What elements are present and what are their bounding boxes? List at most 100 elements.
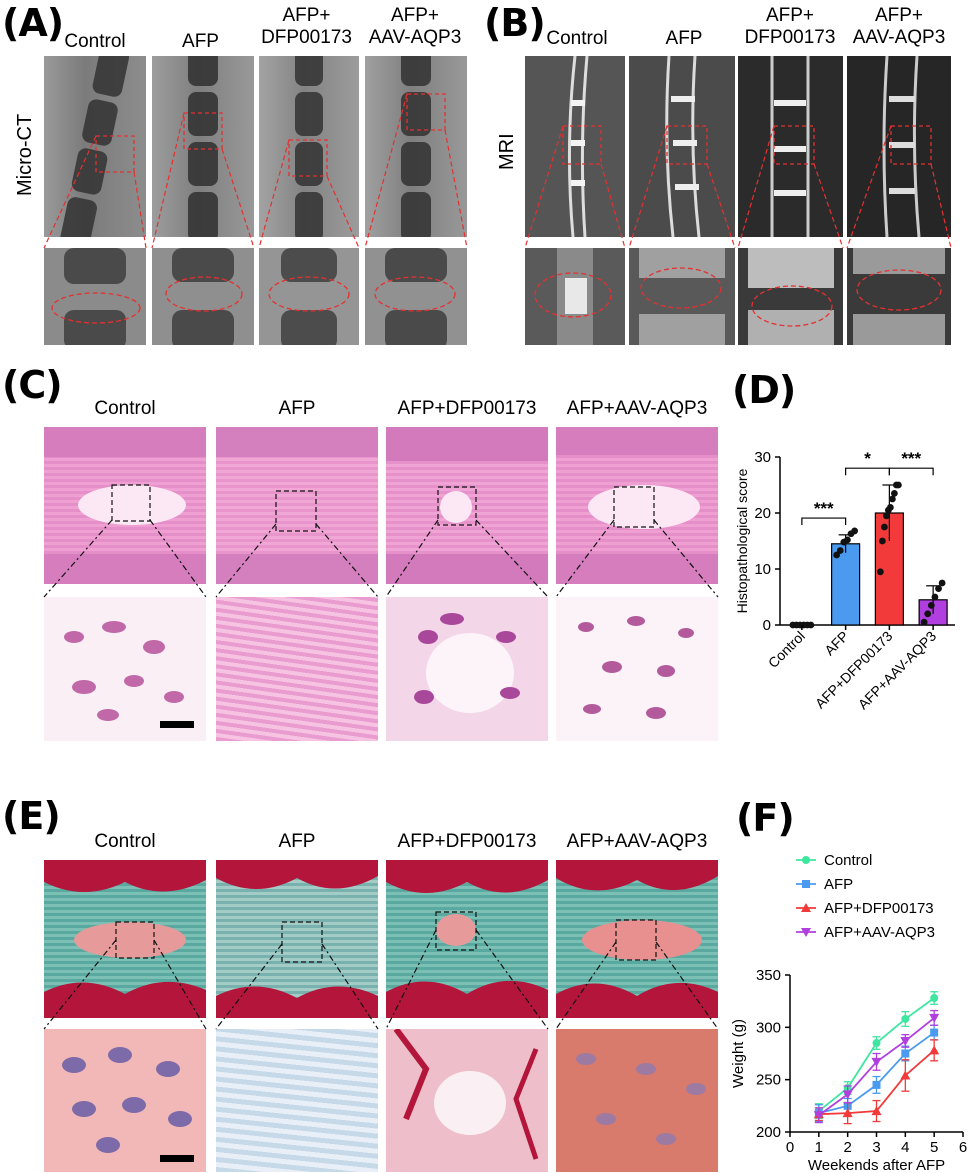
panel-b-col-afp-aav: AFP+ AAV-AQP3 [852,5,946,48]
panel-c-col-afp-aav: AFP+AAV-AQP3 [566,398,708,419]
y-tick-label: 0 [763,617,771,634]
significance-label: *** [814,499,834,518]
data-point [844,536,851,544]
data-point [888,495,896,503]
legend-label: AFP+AAV-AQP3 [824,924,935,941]
data-point [802,880,810,888]
panel-letter-e: (E) [2,794,61,838]
y-tick-label: 350 [756,967,781,984]
data-point [802,856,810,864]
panel-letter-b: (B) [484,1,546,45]
legend-entry: Control [796,852,872,869]
x-tick-label: AFP [821,628,852,659]
data-point [931,593,939,601]
significance-label: * [864,449,871,468]
panel-e-col-afp-aav: AFP+AAV-AQP3 [566,831,708,852]
panel-c-col-afp-dfp: AFP+DFP00173 [397,398,537,419]
y-tick-label: 250 [756,1072,781,1089]
panel-b-col-control: Control [546,28,608,49]
legend-entry: AFP+AAV-AQP3 [796,924,935,941]
legend-entry: AFP+DFP00173 [796,900,934,917]
mri-control-zoom [525,248,625,345]
x-tick-label: 6 [959,1139,967,1156]
microct-control-zoom [44,248,146,345]
data-point [927,602,935,609]
safranin-afp-zoom [216,1029,378,1172]
panel-a-col-afp-dfp: AFP+ DFP00173 [261,5,352,48]
bracket-line [845,467,890,476]
bracket-line [888,467,934,476]
data-point [801,903,811,912]
x-axis-label: Weekends after AFP [808,1157,945,1173]
data-point [938,579,946,587]
data-point [876,568,884,576]
data-point [924,610,932,618]
mri-afp-zoom [629,248,735,345]
mri-afp-aav-image [847,56,951,237]
panel-letter-f: (F) [736,796,795,840]
mri-afp-image [629,56,735,237]
y-tick-label: 300 [756,1019,781,1036]
he-afp-aav-zoom [556,597,718,741]
panel-a-col-control: Control [64,31,126,52]
panel-b-col-afp-dfp: AFP+ DFP00173 [744,5,836,48]
y-tick-label: 10 [754,561,771,578]
safranin-afp-dfp-image [386,860,548,1018]
panel-a-col-afp-aav: AFP+ AAV-AQP3 [368,5,462,48]
data-point [872,1039,881,1048]
data-point [930,994,939,1003]
significance-bracket: * [845,449,890,476]
he-afp-dfp-zoom [386,597,548,741]
data-point [807,621,815,629]
mri-afp-aav-zoom [847,248,951,345]
weight-line-chart: 200 250 300 350 0 1 2 3 4 5 6 Weekends after AFP Wei… [730,852,967,1173]
y-axis-label: Histopathological score [734,468,750,613]
mri-afp-dfp-image [738,56,843,237]
data-point [901,1014,910,1023]
panel-letter-a: (A) [2,1,64,45]
x-tick-label: 0 [786,1139,794,1156]
data-point [842,1108,853,1118]
y-tick-label: 20 [754,505,771,522]
panel-letter-d: (D) [732,368,796,412]
data-point [901,1049,910,1058]
data-point [871,1106,882,1116]
y-tick-label: 200 [756,1124,781,1141]
legend-entry: AFP [796,876,853,893]
safranin-afp-dfp-zoom [386,1029,548,1172]
safranin-afp-aav-zoom [556,1029,718,1172]
he-afp-aav-image [556,427,718,584]
panel-c-col-afp: AFP [278,398,316,419]
significance-bracket: *** [888,449,934,476]
data-point [894,481,902,489]
x-tick-label: 4 [901,1139,909,1156]
x-tick-label: 3 [872,1139,880,1156]
x-tick-label: Control [765,628,808,671]
scale-bar [160,721,194,728]
data-point [878,537,886,545]
x-tick-label: 5 [930,1139,938,1156]
data-point [872,1080,881,1089]
data-point [882,512,890,520]
data-point [935,585,942,592]
series-3 [813,1009,940,1124]
significance-label: *** [901,449,921,468]
microct-afp-dfp-image [259,56,359,237]
data-point [900,1070,911,1080]
mri-afp-dfp-zoom [738,248,843,345]
panel-a-col-afp: AFP [182,31,219,52]
data-point [929,1045,940,1055]
y-tick-label: 30 [754,449,771,466]
data-point [851,527,859,535]
data-point [836,547,844,554]
panel-c-zoom-lines [43,519,719,598]
panel-e-col-afp-dfp: AFP+DFP00173 [397,831,537,852]
safranin-control-zoom [44,1029,206,1172]
he-afp-image [216,427,378,584]
x-tick-label: 1 [815,1139,823,1156]
he-control-image [44,427,206,584]
data-point [813,1111,824,1121]
microct-afp-aav-zoom [365,248,467,345]
mri-control-image [525,56,625,237]
